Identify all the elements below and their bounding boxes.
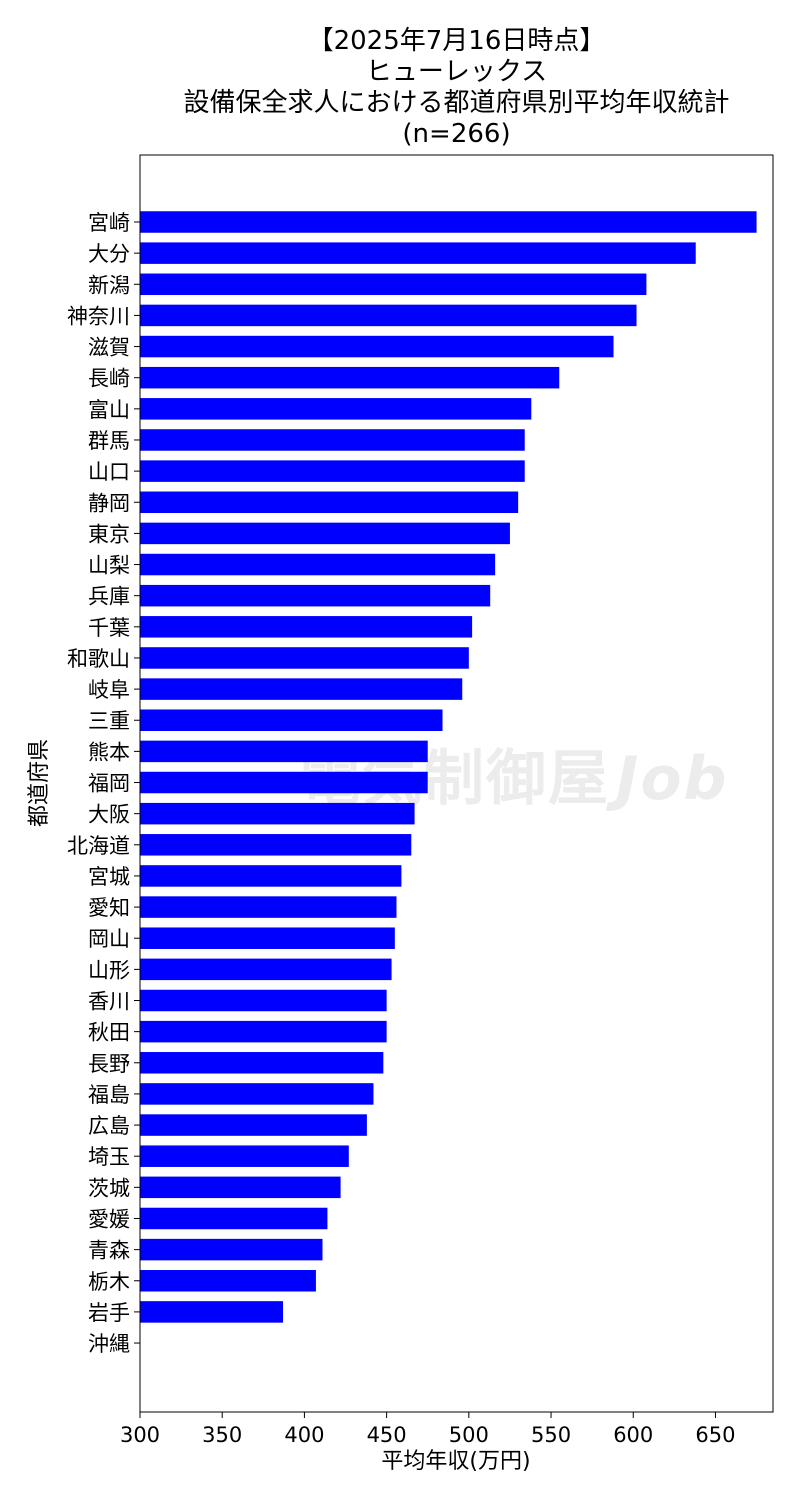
bar-19 (140, 802, 415, 825)
y-tick-label: 香川 (88, 990, 130, 1014)
y-tick-label: 兵庫 (88, 585, 130, 609)
bar-22 (140, 896, 397, 918)
y-tick-label: 富山 (88, 398, 130, 422)
y-tick-label: 栃木 (88, 1270, 130, 1294)
bar-24 (140, 958, 392, 981)
bar-4 (140, 335, 614, 358)
x-tick-label: 400 (284, 1423, 324, 1447)
y-tick-label: 宮崎 (88, 211, 130, 235)
plot-frame (139, 154, 774, 1413)
bar-30 (140, 1145, 349, 1167)
bar-29 (140, 1114, 367, 1136)
bar-15 (140, 678, 463, 700)
y-tick-label: 茨城 (88, 1176, 130, 1200)
x-axis: 300 350 400 450 500 550 600 650 (120, 1412, 736, 1447)
bar-10 (140, 522, 510, 545)
bar-32 (140, 1207, 328, 1230)
bar-3 (140, 304, 637, 327)
bar-21 (140, 865, 402, 887)
y-tick-label: 岩手 (88, 1301, 130, 1325)
bar-33 (140, 1238, 323, 1261)
bar-17 (140, 740, 428, 763)
y-tick-label: 沖縄 (88, 1332, 130, 1356)
y-tick-label: 広島 (88, 1114, 130, 1138)
bar-14 (140, 647, 469, 669)
bar-20 (140, 834, 412, 856)
y-tick-label: 福島 (88, 1083, 130, 1107)
y-tick-label: 静岡 (88, 491, 130, 515)
bar-27 (140, 1052, 384, 1074)
x-tick-label: 350 (202, 1423, 242, 1447)
y-axis: 宮崎大分新潟神奈川滋賀長崎富山群馬山口静岡東京山梨兵庫千葉和歌山岐阜三重熊本福岡… (67, 211, 140, 1356)
y-tick-label: 三重 (88, 709, 130, 733)
chart-title-line-1: 【2025年7月16日時点】 (307, 26, 606, 56)
bar-2 (140, 273, 647, 296)
bar-11 (140, 553, 496, 576)
x-tick-label: 550 (531, 1423, 571, 1447)
y-axis-label: 都道府県 (27, 739, 52, 827)
y-tick-label: 神奈川 (67, 304, 130, 328)
watermark-job: Job (616, 744, 729, 814)
bar-1 (140, 242, 696, 264)
y-tick-label: 長野 (88, 1052, 130, 1076)
y-tick-label: 秋田 (88, 1021, 130, 1045)
y-tick-label: 埼玉 (88, 1145, 130, 1169)
y-tick-label: 山梨 (88, 554, 130, 578)
chart-title-line-4: (n=266) (402, 119, 511, 149)
y-tick-label: 長崎 (88, 367, 130, 391)
y-tick-label: 群馬 (88, 429, 130, 453)
bar-31 (140, 1176, 341, 1199)
y-tick-label: 大分 (88, 242, 130, 266)
bar-0 (140, 211, 757, 233)
bar-6 (140, 398, 532, 420)
bar-28 (140, 1083, 374, 1105)
y-tick-label: 大阪 (88, 803, 130, 827)
y-tick-label: 愛媛 (88, 1207, 130, 1231)
x-tick-label: 650 (695, 1423, 735, 1447)
bar-8 (140, 460, 525, 482)
chart-title-line-2: ヒューレックス (365, 57, 548, 87)
y-tick-label: 新潟 (88, 273, 130, 297)
y-tick-label: 和歌山 (67, 647, 130, 671)
bar-35 (140, 1301, 284, 1323)
bar-13 (140, 616, 473, 638)
bar-18 (140, 771, 428, 794)
y-tick-label: 滋賀 (88, 336, 130, 360)
x-tick-label: 450 (367, 1423, 407, 1447)
bar-12 (140, 584, 491, 607)
x-tick-label: 500 (449, 1423, 489, 1447)
bar-5 (140, 366, 560, 389)
y-tick-label: 福岡 (88, 772, 130, 796)
y-tick-label: 熊本 (88, 740, 130, 764)
bar-7 (140, 429, 525, 451)
x-tick-label: 300 (120, 1423, 160, 1447)
y-tick-label: 宮城 (88, 865, 130, 889)
x-tick-label: 600 (613, 1423, 653, 1447)
bar-26 (140, 1020, 387, 1043)
y-tick-label: 山形 (88, 958, 130, 982)
y-tick-label: 北海道 (67, 834, 130, 858)
bars-group (140, 211, 757, 1323)
y-tick-label: 山口 (88, 460, 130, 484)
chart-title-line-3: 設備保全求人における都道府県別平均年収統計 (183, 88, 730, 118)
bar-9 (140, 491, 519, 514)
x-axis-label: 平均年収(万円) (381, 1449, 530, 1474)
y-tick-label: 岐阜 (88, 678, 130, 702)
y-tick-label: 愛知 (88, 896, 130, 920)
y-tick-label: 東京 (88, 522, 130, 546)
bar-25 (140, 989, 387, 1012)
bar-23 (140, 927, 395, 949)
bar-34 (140, 1270, 316, 1292)
y-tick-label: 千葉 (88, 616, 130, 640)
y-tick-label: 青森 (88, 1239, 130, 1263)
y-tick-label: 岡山 (88, 927, 130, 951)
bar-16 (140, 709, 443, 731)
